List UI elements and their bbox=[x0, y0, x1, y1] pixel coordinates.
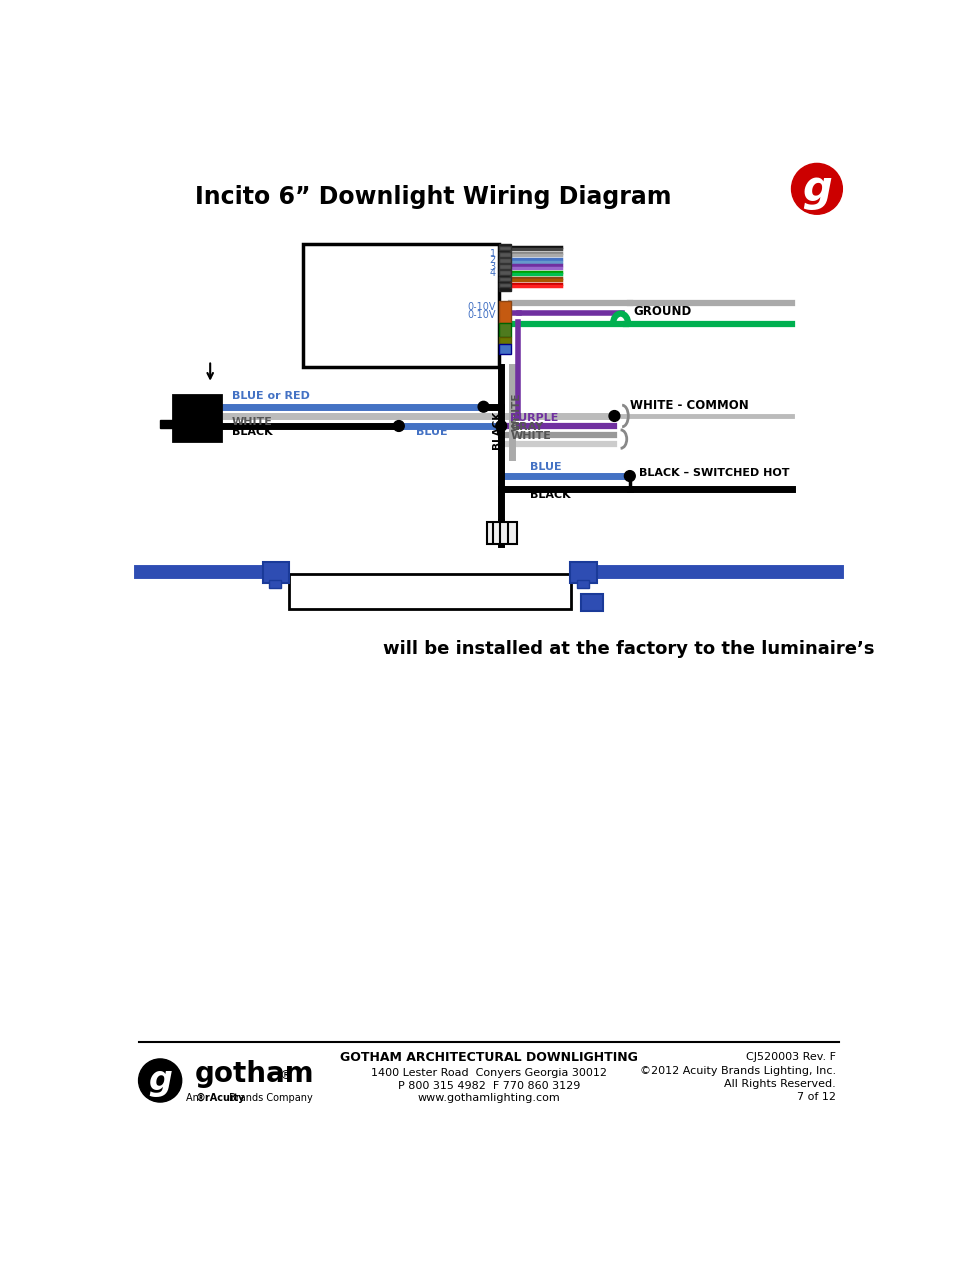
Text: WHITE: WHITE bbox=[511, 392, 521, 431]
Text: BLUE: BLUE bbox=[416, 427, 447, 436]
Text: BLACK: BLACK bbox=[529, 490, 570, 500]
Bar bbox=[289, 574, 570, 609]
Text: 3: 3 bbox=[489, 262, 496, 272]
Text: BLACK – SWITCHED HOT: BLACK – SWITCHED HOT bbox=[639, 468, 789, 478]
Text: 1400 Lester Road  Conyers Georgia 30012: 1400 Lester Road Conyers Georgia 30012 bbox=[371, 1067, 606, 1077]
Circle shape bbox=[624, 471, 635, 481]
Circle shape bbox=[791, 163, 841, 214]
Text: www.gothamlighting.com: www.gothamlighting.com bbox=[417, 1093, 559, 1103]
Bar bbox=[498, 345, 511, 354]
Text: BLACK: BLACK bbox=[232, 427, 273, 436]
Text: Incito 6” Downlight Wiring Diagram: Incito 6” Downlight Wiring Diagram bbox=[194, 186, 671, 210]
Text: Brands Company: Brands Company bbox=[229, 1093, 313, 1103]
Text: 0-10V: 0-10V bbox=[467, 310, 496, 321]
Circle shape bbox=[496, 421, 506, 431]
Text: 1: 1 bbox=[489, 249, 496, 259]
Text: GROUND: GROUND bbox=[633, 305, 691, 318]
Text: CJ520003 Rev. F: CJ520003 Rev. F bbox=[745, 1052, 836, 1062]
Text: BLUE or RED: BLUE or RED bbox=[232, 392, 310, 402]
Text: BLUE: BLUE bbox=[529, 462, 560, 472]
Text: ®: ® bbox=[279, 1068, 292, 1082]
Text: WHITE - COMMON: WHITE - COMMON bbox=[629, 399, 748, 412]
Text: WHITE: WHITE bbox=[510, 431, 551, 440]
Bar bbox=[498, 265, 511, 268]
Circle shape bbox=[138, 1058, 181, 1102]
Text: ®rAcuity: ®rAcuity bbox=[195, 1093, 245, 1103]
Bar bbox=[160, 420, 175, 427]
Bar bbox=[302, 243, 498, 366]
Bar bbox=[577, 580, 588, 588]
Bar bbox=[173, 396, 221, 441]
Text: 7 of 12: 7 of 12 bbox=[797, 1093, 836, 1103]
Bar bbox=[580, 594, 602, 611]
Text: BLACK: BLACK bbox=[491, 411, 501, 449]
Circle shape bbox=[477, 402, 488, 412]
Text: gotham: gotham bbox=[194, 1061, 314, 1089]
Bar bbox=[569, 561, 596, 583]
Text: 0-10V: 0-10V bbox=[467, 303, 496, 313]
Text: P 800 315 4982  F 770 860 3129: P 800 315 4982 F 770 860 3129 bbox=[397, 1081, 579, 1091]
Bar bbox=[498, 323, 511, 337]
Text: GRAY: GRAY bbox=[510, 422, 543, 432]
Circle shape bbox=[393, 421, 404, 431]
Bar bbox=[498, 337, 511, 345]
Text: 4: 4 bbox=[489, 268, 496, 277]
Bar bbox=[262, 561, 289, 583]
Bar bbox=[498, 301, 511, 323]
Text: WHITE: WHITE bbox=[232, 417, 273, 426]
Circle shape bbox=[608, 411, 619, 421]
Text: GOTHAM ARCHITECTURAL DOWNLIGHTING: GOTHAM ARCHITECTURAL DOWNLIGHTING bbox=[339, 1051, 638, 1063]
Text: PURPLE: PURPLE bbox=[510, 413, 558, 422]
Bar bbox=[269, 580, 281, 588]
Bar bbox=[498, 276, 511, 281]
Text: An: An bbox=[185, 1093, 201, 1103]
Bar bbox=[498, 245, 511, 251]
Text: g: g bbox=[801, 168, 831, 210]
Bar bbox=[486, 523, 517, 544]
Bar bbox=[498, 258, 511, 263]
Text: 2: 2 bbox=[489, 256, 496, 266]
Bar bbox=[498, 282, 511, 287]
Text: will be installed at the factory to the luminaire’s: will be installed at the factory to the … bbox=[383, 640, 874, 659]
Text: All Rights Reserved.: All Rights Reserved. bbox=[723, 1080, 836, 1089]
Text: g: g bbox=[148, 1063, 172, 1096]
Bar bbox=[498, 243, 511, 291]
Text: ©2012 Acuity Brands Lighting, Inc.: ©2012 Acuity Brands Lighting, Inc. bbox=[639, 1066, 836, 1076]
Bar bbox=[498, 252, 511, 257]
Bar bbox=[498, 271, 511, 275]
